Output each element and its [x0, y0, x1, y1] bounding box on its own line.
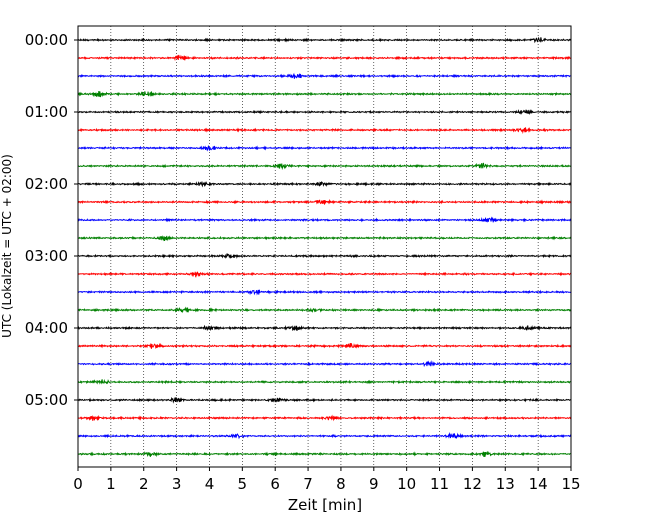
x-axis-label: Zeit [min]	[288, 496, 362, 514]
x-tick-label: 0	[73, 475, 83, 493]
trace-0445	[77, 378, 572, 385]
x-tick-label: 5	[238, 475, 248, 493]
plot-frame	[77, 25, 572, 468]
trace-0330	[77, 289, 572, 296]
trace-0500	[77, 396, 572, 404]
y-tick-label: 05:00	[25, 391, 68, 409]
trace-0045	[77, 91, 572, 98]
x-tick-label: 2	[139, 475, 149, 493]
x-tick-label: 3	[172, 475, 182, 493]
y-tick-label: 02:00	[25, 175, 68, 193]
y-tick-label: 04:00	[25, 319, 68, 337]
x-tick-label: 11	[430, 475, 449, 493]
trace-0215	[77, 198, 572, 205]
x-tick-label: 6	[270, 475, 280, 493]
trace-0300	[77, 253, 572, 259]
x-tick-label: 10	[397, 475, 416, 493]
y-axis-label: UTC (Lokalzeit = UTC + 02:00)	[0, 154, 14, 338]
trace-0015	[77, 54, 572, 62]
trace-0115	[77, 126, 572, 135]
seismic-traces	[77, 36, 572, 458]
x-tick-label: 4	[205, 475, 215, 493]
trace-0200	[77, 181, 572, 188]
x-tick-label: 7	[303, 475, 313, 493]
x-tick-label: 8	[336, 475, 346, 493]
y-tick-label: 00:00	[25, 31, 68, 49]
trace-0430	[77, 360, 572, 368]
trace-0230	[77, 216, 572, 223]
x-tick-label: 14	[529, 475, 548, 493]
trace-0415	[77, 342, 572, 350]
trace-0545	[77, 450, 572, 458]
trace-0400	[77, 324, 572, 332]
trace-0515	[77, 414, 572, 422]
trace-0530	[77, 432, 572, 440]
trace-0245	[77, 235, 572, 242]
x-tick-label: 12	[463, 475, 482, 493]
y-tick-label: 03:00	[25, 247, 68, 265]
x-tick-label: 1	[106, 475, 116, 493]
trace-0000	[77, 36, 572, 44]
trace-0100	[77, 109, 572, 116]
x-tick-label: 15	[561, 475, 580, 493]
x-axis-ticks: 0 1 2 3 4 5 6 7 8 9 10 11 12 13 14 15	[73, 467, 581, 493]
y-axis-ticks: 00:00 01:00 02:00 03:00 04:00 05:00	[25, 31, 78, 409]
trace-0130	[77, 145, 572, 152]
trace-0315	[77, 271, 572, 278]
x-tick-label: 13	[496, 475, 515, 493]
trace-0345	[77, 306, 572, 314]
trace-0145	[77, 162, 572, 171]
plot-background	[78, 26, 571, 467]
y-tick-label: 01:00	[25, 103, 68, 121]
trace-0030	[77, 72, 572, 79]
x-tick-label: 9	[369, 475, 379, 493]
